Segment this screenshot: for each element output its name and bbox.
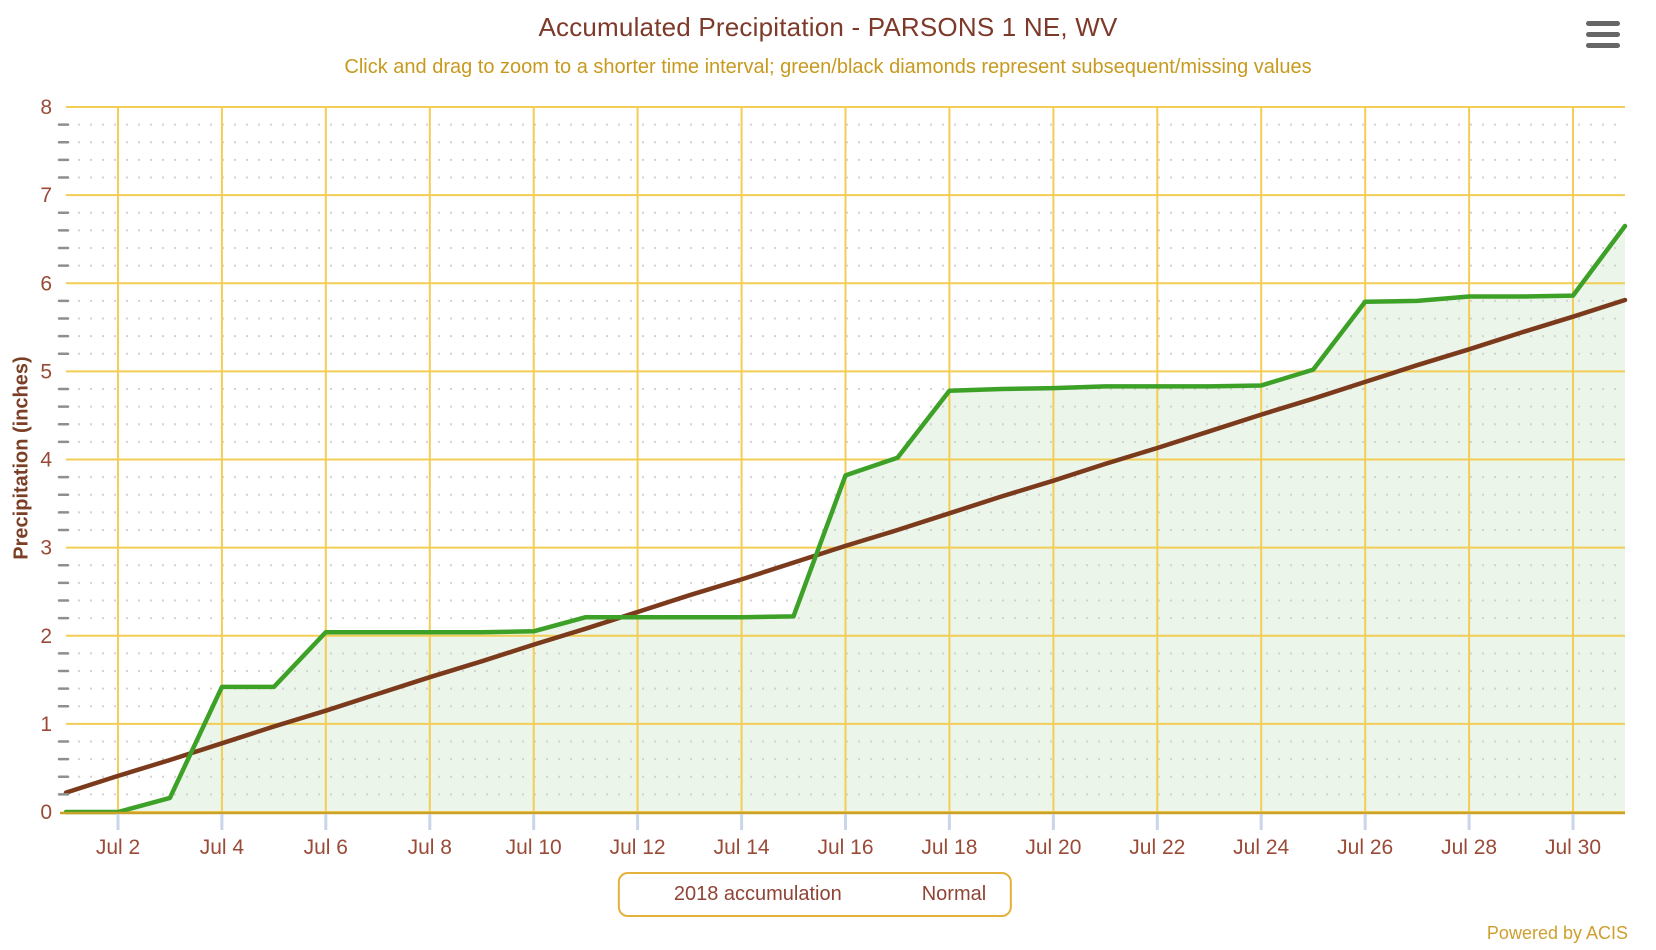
chart-title: Accumulated Precipitation - PARSONS 1 NE… — [538, 12, 1118, 42]
legend-item-normal[interactable]: Normal — [878, 883, 986, 906]
x-axis-label: Jul 14 — [714, 836, 770, 859]
y-axis-label: 3 — [40, 537, 52, 560]
x-axis-label: Jul 10 — [506, 836, 562, 859]
x-axis-label: Jul 18 — [921, 836, 977, 859]
x-axis-label: Jul 20 — [1025, 836, 1081, 859]
vertical-gridlines — [117, 107, 1574, 812]
legend-item-2018-accumulation[interactable]: 2018 accumulation — [644, 883, 842, 906]
legend-label: 2018 accumulation — [673, 883, 842, 905]
x-axis-label: Jul 2 — [96, 836, 140, 859]
y-axis-label: 5 — [40, 360, 52, 383]
x-axis-label: Jul 28 — [1441, 836, 1497, 859]
green-circle-marker-icon — [644, 886, 662, 904]
y-axis-label: 1 — [40, 713, 52, 736]
x-axis-label: Jul 30 — [1545, 836, 1601, 859]
y-axis-label: 4 — [40, 449, 52, 472]
x-axis-label: Jul 4 — [200, 836, 245, 859]
series-2018-accumulation-line[interactable] — [63, 223, 1628, 815]
series-normal-line[interactable] — [63, 297, 1628, 795]
hamburger-menu-button[interactable] — [1586, 21, 1620, 48]
y-axis-label: 8 — [40, 96, 52, 119]
legend-label: Normal — [921, 883, 987, 905]
hamburger-icon — [1586, 21, 1620, 26]
brown-line-marker-icon — [878, 893, 910, 897]
y-axis-labels: 0 1 2 3 4 5 6 7 8 — [40, 96, 52, 824]
legend: 2018 accumulation Normal — [617, 872, 1013, 917]
y-axis-minor-ticks — [57, 123, 70, 796]
hamburger-icon — [1586, 32, 1620, 37]
x-axis-label: Jul 6 — [304, 836, 348, 859]
x-axis-label: Jul 22 — [1129, 836, 1185, 859]
x-axis-label: Jul 26 — [1337, 836, 1393, 859]
chart-subtitle: Click and drag to zoom to a shorter time… — [344, 56, 1312, 78]
x-axis-label: Jul 24 — [1233, 836, 1289, 859]
x-axis-label: Jul 16 — [817, 836, 873, 859]
x-axis-label: Jul 12 — [610, 836, 666, 859]
y-axis-label: 6 — [40, 272, 52, 295]
x-axis-label: Jul 8 — [408, 836, 452, 859]
hamburger-icon — [1586, 43, 1620, 48]
y-axis-label: 0 — [40, 801, 52, 824]
x-axis-labels: Jul 2 Jul 4 Jul 6 Jul 8 Jul 10 Jul 12 Jul 14 Ju… — [96, 836, 1601, 859]
y-axis-label: 2 — [40, 625, 52, 648]
acis-credits-link[interactable]: Powered by ACIS — [1486, 923, 1628, 943]
y-axis-label: 7 — [40, 184, 52, 207]
y-axis-title: Precipitation (inches) — [10, 356, 33, 560]
x-axis-ticks — [116, 814, 1575, 830]
